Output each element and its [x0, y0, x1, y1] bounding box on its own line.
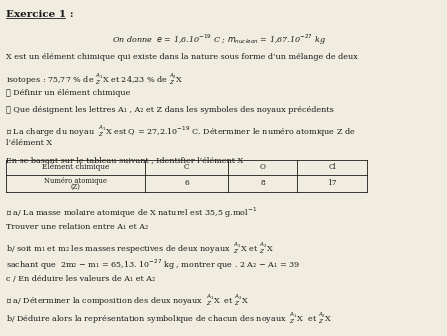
Text: c / En déduire les valeurs de A₁ et A₂: c / En déduire les valeurs de A₁ et A₂: [6, 275, 155, 283]
Text: On donne  $e$ = 1,6.10$^{-19}$ C ; $m_{nucleon}$ = 1,67.10$^{-27}$ kg: On donne $e$ = 1,6.10$^{-19}$ C ; $m_{nu…: [112, 32, 326, 47]
Text: Trouver une relation entre A₁ et A₂: Trouver une relation entre A₁ et A₂: [6, 223, 148, 231]
Text: ② Que désignent les lettres A₁ , A₂ et Z dans les symboles des noyaux précédents: ② Que désignent les lettres A₁ , A₂ et Z…: [6, 107, 333, 114]
Text: C: C: [184, 163, 189, 171]
Text: 17: 17: [328, 179, 337, 187]
Text: 8: 8: [260, 179, 265, 187]
Text: b/ Déduire alors la représentation symbolique de chacun des noyaux  $^{A_1}_{Z}$: b/ Déduire alors la représentation symbo…: [6, 310, 332, 326]
Text: ① Définir un élément chimique: ① Définir un élément chimique: [6, 89, 130, 97]
Text: Exercice 1 :: Exercice 1 :: [6, 10, 73, 19]
Text: b/ soit m₁ et m₂ les masses respectives de deux noyaux  $^{A_1}_{Z}$X et $^{A_2}: b/ soit m₁ et m₂ les masses respectives …: [6, 241, 274, 256]
Text: 6: 6: [184, 179, 189, 187]
Text: ④ a/ La masse molaire atomique de X naturel est 35,5 g.mol$^{-1}$: ④ a/ La masse molaire atomique de X natu…: [6, 206, 257, 220]
Text: X est un élément chimique qui existe dans la nature sous forme d’un mélange de d: X est un élément chimique qui existe dan…: [6, 53, 358, 61]
Text: Cl: Cl: [329, 163, 336, 171]
Text: isotopes : 75,77 % de $^{A_1}_{Z}$X et 24,23 % de $^{A_2}_{Z}$X: isotopes : 75,77 % de $^{A_1}_{Z}$X et 2…: [6, 71, 183, 87]
Text: l’élément X: l’élément X: [6, 139, 52, 147]
Text: En se basant sur le tableau suivant , Identifier l’élément X: En se basant sur le tableau suivant , Id…: [6, 156, 243, 164]
Text: Elément chimique: Elément chimique: [42, 163, 109, 171]
Text: O: O: [260, 163, 266, 171]
Text: Numéro atomique: Numéro atomique: [44, 177, 107, 185]
Text: ⑤ a/ Déterminer la composition des deux noyaux  $^{A_1}_{Z}$X  et $^{A_2}_{Z}$X: ⑤ a/ Déterminer la composition des deux …: [6, 293, 249, 308]
Text: (Z): (Z): [71, 183, 80, 191]
Text: ③ La charge du noyau  $^{A_1}_{Z}$X est Q = 27,2.10$^{-19}$ C. Déterminer le num: ③ La charge du noyau $^{A_1}_{Z}$X est Q…: [6, 123, 355, 139]
Text: sachant que  2m₂ − m₁ = 65,13. 10$^{-27}$ kg , montrer que . 2 A₂ − A₁ = 39: sachant que 2m₂ − m₁ = 65,13. 10$^{-27}$…: [6, 258, 300, 272]
